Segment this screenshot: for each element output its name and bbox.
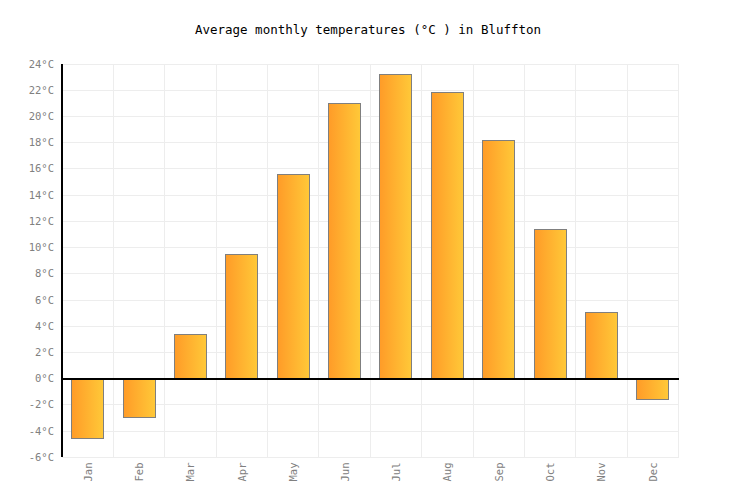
bar-jan[interactable] — [71, 379, 104, 439]
y-axis-tick-label: 12°C — [0, 215, 54, 228]
x-axis-tick-label-dec: Dec — [646, 452, 660, 492]
x-axis-tick-label-feb: Feb — [132, 452, 146, 492]
gridline-x-10 — [575, 64, 576, 457]
x-axis-tick-label-jan: Jan — [81, 452, 95, 492]
bar-may[interactable] — [277, 174, 310, 379]
x-axis-tick-label-oct: Oct — [543, 452, 557, 492]
x-axis-tick-label-may: May — [286, 452, 300, 492]
x-axis-tick-label-nov: Nov — [594, 452, 608, 492]
x-axis-tick-label-sep: Sep — [492, 452, 506, 492]
y-axis-tick-label: -6°C — [0, 451, 54, 464]
chart-title: Average monthly temperatures (°C ) in Bl… — [0, 22, 736, 37]
gridline-x-7 — [421, 64, 422, 457]
x-axis-tick-label-aug: Aug — [440, 452, 454, 492]
bar-mar[interactable] — [174, 334, 207, 379]
bar-sep[interactable] — [482, 140, 515, 379]
y-axis-tick-label: 10°C — [0, 241, 54, 254]
y-axis-tick-label: 8°C — [0, 267, 54, 280]
y-axis-tick-label: 0°C — [0, 372, 54, 385]
y-axis-tick-label: 20°C — [0, 110, 54, 123]
temperature-bar-chart: Average monthly temperatures (°C ) in Bl… — [0, 0, 736, 500]
gridline-x-3 — [216, 64, 217, 457]
bar-jul[interactable] — [379, 74, 412, 378]
bar-oct[interactable] — [534, 229, 567, 378]
gridline-x-11 — [627, 64, 628, 457]
gridline-x-5 — [318, 64, 319, 457]
bar-jun[interactable] — [328, 103, 361, 378]
y-axis-tick-label: 4°C — [0, 320, 54, 333]
gridline-x-4 — [267, 64, 268, 457]
bar-aug[interactable] — [431, 92, 464, 379]
x-axis-tick-label-jul: Jul — [389, 452, 403, 492]
y-axis-tick-label: 24°C — [0, 58, 54, 71]
y-axis-line — [61, 64, 63, 457]
y-axis-tick-label: -2°C — [0, 398, 54, 411]
x-axis-tick-label-jun: Jun — [338, 452, 352, 492]
gridline-x-6 — [370, 64, 371, 457]
bar-nov[interactable] — [585, 312, 618, 379]
y-axis-tick-label: 2°C — [0, 346, 54, 359]
x-axis-tick-label-mar: Mar — [183, 452, 197, 492]
x-axis-tick-label-apr: Apr — [235, 452, 249, 492]
y-axis-tick-label: 16°C — [0, 162, 54, 175]
y-axis-tick-label: 22°C — [0, 84, 54, 97]
y-axis-tick-label: 6°C — [0, 294, 54, 307]
zero-baseline — [62, 378, 679, 380]
bar-feb[interactable] — [123, 379, 156, 418]
y-axis-tick-label: -4°C — [0, 425, 54, 438]
bar-apr[interactable] — [225, 254, 258, 379]
gridline-x-9 — [524, 64, 525, 457]
gridline-x-2 — [164, 64, 165, 457]
gridline-x-12 — [678, 64, 679, 457]
y-axis-tick-label: 18°C — [0, 136, 54, 149]
y-axis-tick-label: 14°C — [0, 189, 54, 202]
gridline-x-8 — [473, 64, 474, 457]
bar-dec[interactable] — [636, 379, 669, 400]
gridline-x-1 — [113, 64, 114, 457]
